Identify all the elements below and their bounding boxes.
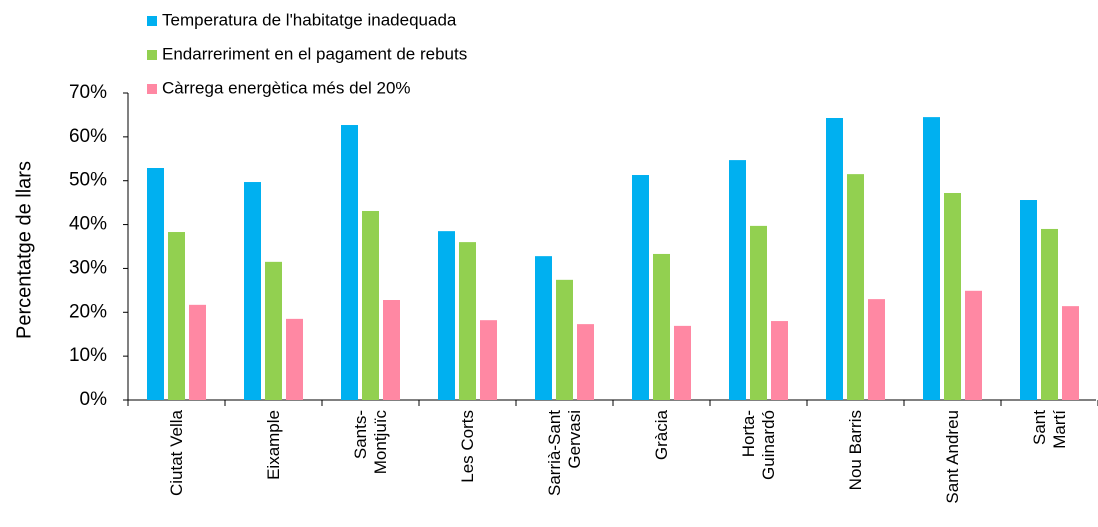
bar bbox=[965, 290, 982, 400]
bar bbox=[244, 182, 261, 400]
bar bbox=[265, 261, 282, 400]
bar bbox=[383, 300, 400, 400]
bar bbox=[826, 117, 843, 401]
legend-swatch bbox=[147, 16, 157, 26]
x-tick-label: Nou Barris bbox=[845, 410, 865, 491]
legend-swatch bbox=[147, 50, 157, 60]
y-tick-label: 0% bbox=[80, 389, 108, 410]
y-tick-label: 40% bbox=[69, 214, 107, 235]
bar bbox=[1020, 200, 1037, 400]
y-tick-label: 60% bbox=[69, 126, 107, 147]
bar bbox=[168, 232, 185, 400]
bar bbox=[577, 324, 594, 400]
bar bbox=[438, 231, 455, 400]
bar bbox=[1062, 306, 1079, 400]
y-tick-label: 30% bbox=[69, 257, 107, 278]
bar bbox=[1041, 228, 1058, 400]
bar bbox=[189, 304, 206, 400]
y-tick-label: 10% bbox=[69, 345, 107, 366]
legend-label: Endarreriment en el pagament de rebuts bbox=[162, 44, 467, 63]
bar bbox=[480, 320, 497, 400]
bar bbox=[341, 125, 358, 400]
legend-swatch bbox=[147, 84, 157, 94]
y-tick-label: 20% bbox=[69, 301, 107, 322]
bar bbox=[535, 256, 552, 400]
x-tick-label: Les Corts bbox=[457, 410, 477, 483]
legend-label: Càrrega energètica més del 20% bbox=[162, 78, 411, 97]
bar bbox=[653, 253, 670, 400]
bar bbox=[459, 242, 476, 400]
bar bbox=[847, 174, 864, 400]
y-axis-label: Percentatge de llars bbox=[13, 161, 35, 339]
x-tick-label: Eixample bbox=[263, 410, 283, 480]
x-tick-label: Sant Martí bbox=[1029, 410, 1069, 449]
bar bbox=[556, 279, 573, 400]
bar bbox=[729, 160, 746, 400]
y-tick-label: 70% bbox=[69, 82, 107, 103]
bar bbox=[923, 117, 940, 400]
x-tick-label: Gràcia bbox=[651, 410, 671, 461]
bar bbox=[771, 321, 788, 400]
x-tick-label: Sant Andreu bbox=[942, 410, 962, 504]
bar bbox=[632, 175, 649, 400]
bar bbox=[944, 192, 961, 400]
bar bbox=[868, 299, 885, 400]
legend-label: Temperatura de l'habitatge inadequada bbox=[162, 10, 457, 29]
x-tick-label: Sants- Montjuïc bbox=[350, 410, 390, 475]
bar bbox=[147, 167, 164, 400]
bar bbox=[750, 225, 767, 400]
y-tick-label: 50% bbox=[69, 170, 107, 191]
bar bbox=[674, 325, 691, 400]
bar bbox=[362, 210, 379, 400]
bar bbox=[286, 318, 303, 400]
x-tick-label: Sarrià-Sant Gervasi bbox=[544, 410, 584, 496]
x-tick-label: Horta- Guinardó bbox=[738, 410, 778, 480]
x-tick-label: Ciutat Vella bbox=[166, 410, 186, 496]
